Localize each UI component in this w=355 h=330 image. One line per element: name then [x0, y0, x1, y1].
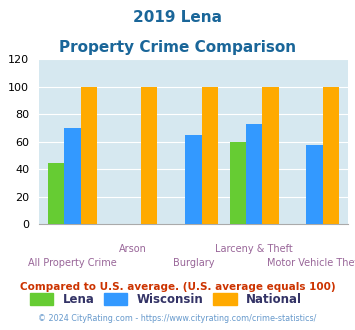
- Bar: [81, 87, 97, 224]
- Bar: [64, 128, 81, 224]
- Bar: [246, 124, 262, 224]
- Bar: [141, 87, 158, 224]
- Bar: [185, 135, 202, 224]
- Text: © 2024 CityRating.com - https://www.cityrating.com/crime-statistics/: © 2024 CityRating.com - https://www.city…: [38, 314, 317, 323]
- Text: Motor Vehicle Theft: Motor Vehicle Theft: [267, 258, 355, 268]
- Bar: [323, 87, 339, 224]
- Bar: [262, 87, 279, 224]
- Text: Arson: Arson: [119, 244, 147, 254]
- Text: Compared to U.S. average. (U.S. average equals 100): Compared to U.S. average. (U.S. average …: [20, 282, 335, 292]
- Bar: [306, 145, 323, 224]
- Bar: [48, 162, 64, 224]
- Text: Burglary: Burglary: [173, 258, 214, 268]
- Bar: [229, 142, 246, 224]
- Legend: Lena, Wisconsin, National: Lena, Wisconsin, National: [29, 293, 302, 306]
- Text: Property Crime Comparison: Property Crime Comparison: [59, 40, 296, 54]
- Text: Larceny & Theft: Larceny & Theft: [215, 244, 293, 254]
- Text: All Property Crime: All Property Crime: [28, 258, 117, 268]
- Bar: [202, 87, 218, 224]
- Text: 2019 Lena: 2019 Lena: [133, 10, 222, 25]
